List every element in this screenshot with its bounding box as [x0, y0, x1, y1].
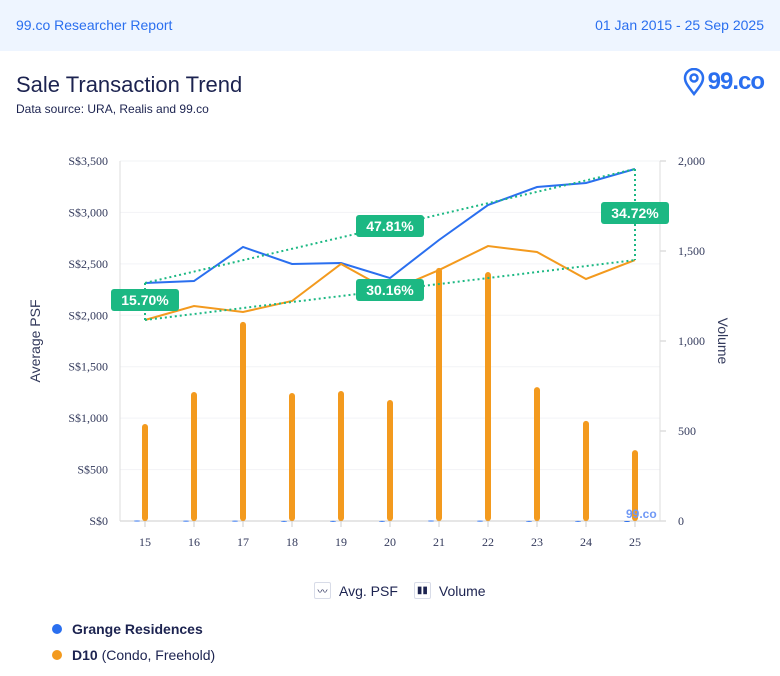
series-d10: D10 (Condo, Freehold)	[52, 647, 215, 663]
annotation-badge	[356, 215, 424, 237]
legend-volume[interactable]: ▮▮ Volume	[413, 582, 486, 599]
volume-bar	[232, 520, 238, 522]
x-tick-label: 25	[629, 535, 641, 549]
y-tick-label: S$1,000	[68, 411, 108, 425]
y2-axis-label: Volume	[715, 318, 731, 365]
x-tick-label: 18	[286, 535, 298, 549]
volume-bar	[289, 393, 295, 521]
series-name: Grange Residences	[72, 621, 203, 637]
bar-chart-icon: ▮▮	[413, 582, 431, 599]
y-tick-label: S$500	[77, 463, 108, 477]
volume-bar	[281, 520, 287, 522]
y-axis-label: Average PSF	[27, 299, 43, 382]
annotation-label: 15.70%	[121, 292, 169, 308]
volume-bar	[436, 267, 442, 521]
volume-bar	[134, 520, 140, 522]
x-tick-label: 20	[384, 535, 396, 549]
y-tick-label: S$2,000	[68, 308, 108, 322]
y-tick-label: S$3,500	[68, 154, 108, 168]
brand-logo: 99.co	[683, 68, 765, 96]
volume-bar	[624, 521, 630, 522]
y2-tick-label: 2,000	[678, 154, 705, 168]
volume-bar	[330, 520, 336, 522]
date-range: 01 Jan 2015 - 25 Sep 2025	[595, 17, 764, 33]
data-source: Data source: URA, Realis and 99.co	[16, 102, 209, 116]
y-tick-label: S$0	[89, 514, 108, 528]
volume-bar	[477, 520, 483, 522]
x-tick-label: 21	[433, 535, 445, 549]
volume-bar	[534, 387, 540, 521]
x-tick-label: 15	[139, 535, 151, 549]
series-detail: (Condo, Freehold)	[101, 647, 216, 663]
watermark-logo: 99.co	[626, 507, 657, 521]
chart-title: Sale Transaction Trend	[16, 72, 243, 97]
volume-bar	[142, 423, 148, 521]
chart: S$0 S$500 S$1,000 S$1,500 S$2,000 S$2,500 S$3,…	[27, 154, 731, 549]
report-header: 99.co Researcher Report 01 Jan 2015 - 25…	[0, 0, 780, 51]
x-tick-label: 16	[188, 535, 200, 549]
series-dot	[52, 650, 62, 660]
volume-bar	[575, 520, 581, 522]
series-name: D10	[72, 647, 98, 663]
legend-label: Avg. PSF	[339, 582, 398, 599]
location-pin-icon	[683, 68, 704, 96]
volume-bar	[526, 520, 532, 522]
annotation-label: 34.72%	[611, 205, 659, 221]
x-tick-label: 24	[580, 535, 592, 549]
chart-legend: 〰 Avg. PSF ▮▮ Volume	[314, 582, 486, 599]
y2-tick-label: 0	[678, 514, 684, 528]
volume-bar	[183, 520, 189, 522]
y2-tick-label: 1,000	[678, 334, 705, 348]
legend-avg-psf[interactable]: 〰 Avg. PSF	[314, 582, 398, 599]
y2-tick-label: 500	[678, 424, 696, 438]
volume-bar	[240, 321, 246, 521]
line-chart-icon: 〰	[314, 582, 331, 599]
annotation-badge	[601, 202, 669, 224]
y2-tick-label: 1,500	[678, 244, 705, 258]
grange-psf-line	[144, 168, 636, 284]
x-tick-label: 19	[335, 535, 347, 549]
y-tick-label: S$3,000	[68, 205, 108, 219]
annotation-label: 47.81%	[366, 218, 414, 234]
volume-bar	[583, 420, 589, 521]
annotation-badge	[111, 289, 179, 311]
legend-label: Volume	[438, 582, 486, 599]
x-tick-label: 17	[237, 535, 249, 549]
y-tick-label: S$1,500	[68, 360, 108, 374]
annotation-label: 30.16%	[366, 282, 414, 298]
volume-bar	[379, 520, 385, 522]
volume-bar	[632, 450, 638, 521]
volume-bar	[428, 520, 434, 522]
logo-text: 99.co	[707, 68, 765, 95]
volume-bar	[338, 391, 344, 521]
volume-bar	[191, 391, 197, 521]
annotation-badge	[356, 279, 424, 301]
y-tick-label: S$2,500	[68, 257, 108, 271]
volume-bar	[387, 400, 393, 521]
series-grange: Grange Residences	[52, 621, 203, 637]
volume-bar	[485, 272, 491, 521]
series-dot	[52, 624, 62, 634]
x-tick-label: 22	[482, 535, 494, 549]
report-name: 99.co Researcher Report	[16, 17, 173, 33]
x-tick-label: 23	[531, 535, 543, 549]
